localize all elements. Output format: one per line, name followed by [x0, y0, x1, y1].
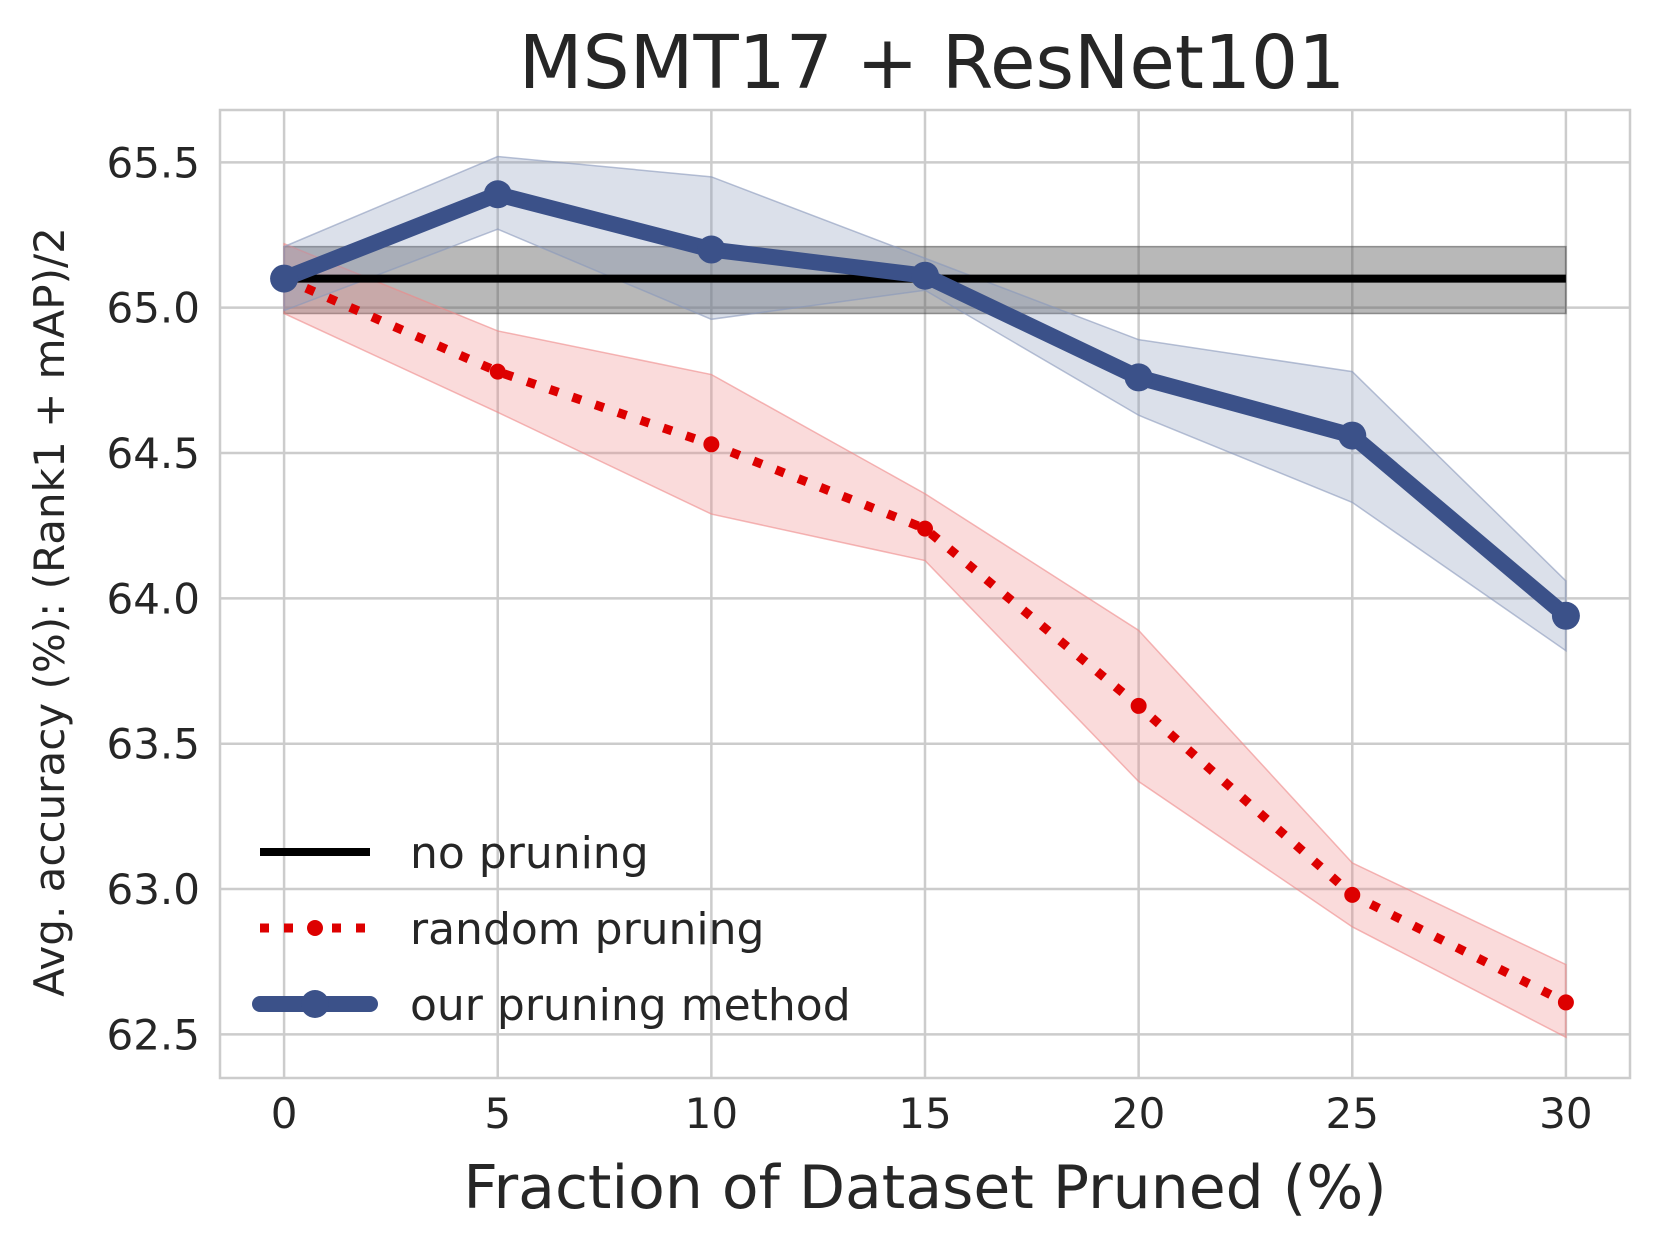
y-tick-label: 64.5 — [106, 429, 200, 478]
our-pruning-method-point — [911, 261, 939, 290]
grid — [220, 110, 1630, 1078]
random-pruning-point — [489, 363, 506, 380]
legend: no pruning random pruning our pruning meth… — [252, 828, 851, 1031]
random-pruning-point — [703, 436, 720, 453]
legend-marker-our-pruning-method — [301, 990, 329, 1018]
x-tick-label: 0 — [271, 1089, 298, 1138]
random-pruning-point — [917, 520, 933, 537]
y-tick-label: 63.5 — [106, 720, 200, 769]
x-tick-label: 15 — [898, 1089, 951, 1138]
x-tick-label: 5 — [484, 1089, 511, 1138]
y-tick-label: 62.5 — [106, 1010, 200, 1059]
x-tick-label: 30 — [1539, 1089, 1592, 1138]
y-tick-label: 64.0 — [106, 574, 200, 623]
random-pruning-point — [1344, 886, 1361, 903]
legend-label-our-pruning-method: our pruning method — [410, 980, 851, 1031]
y-axis-label: Avg. accuracy (%): (Rank1 + mAP)/2 — [25, 227, 74, 997]
our-pruning-method-point — [1338, 421, 1367, 450]
x-tick-label: 20 — [1112, 1089, 1165, 1138]
y-tick-label: 65.5 — [106, 138, 200, 187]
random-pruning-band — [283, 242, 1567, 1039]
y-tick-label: 63.0 — [106, 865, 200, 914]
our-pruning-method-point — [483, 180, 512, 209]
x-axis-label: Fraction of Dataset Pruned (%) — [463, 1153, 1386, 1223]
our-pruning-method-point — [697, 235, 726, 264]
x-tick-label: 10 — [685, 1089, 738, 1138]
legend-label-no-pruning: no pruning — [410, 828, 649, 879]
legend-label-random-pruning: random pruning — [410, 904, 764, 955]
confidence-bands — [283, 155, 1567, 1039]
y-tick-labels: 62.5 63.0 63.5 64.0 64.5 65.0 65.5 — [106, 138, 200, 1059]
our-pruning-method-band — [283, 155, 1567, 653]
our-pruning-method-point — [270, 264, 299, 293]
legend-marker-random-pruning — [307, 920, 323, 936]
random-pruning-point — [1557, 994, 1574, 1011]
chart-title: MSMT17 + ResNet101 — [519, 20, 1345, 106]
x-tick-labels: 0 5 10 15 20 25 30 — [271, 1089, 1593, 1138]
random-pruning-point — [1130, 697, 1147, 714]
series-markers — [270, 180, 1580, 1011]
our-pruning-method-point — [1124, 363, 1153, 392]
y-tick-label: 65.0 — [106, 284, 200, 333]
x-tick-label: 25 — [1326, 1089, 1379, 1138]
our-pruning-method-point — [1551, 601, 1580, 630]
